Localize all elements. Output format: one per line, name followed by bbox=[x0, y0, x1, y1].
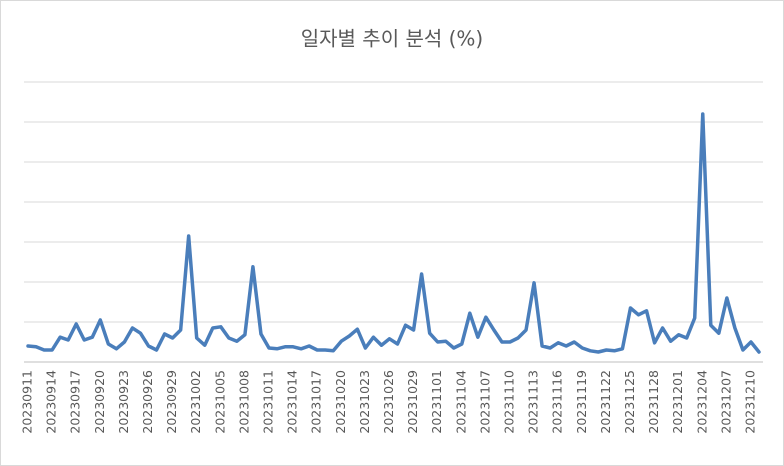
x-tick-label: 20231005 bbox=[212, 370, 227, 434]
chart-title: 일자별 추이 분석 (%) bbox=[301, 27, 483, 51]
x-tick-label: 20230923 bbox=[116, 370, 131, 434]
x-tick-label: 20231023 bbox=[357, 370, 372, 434]
x-tick-label: 20231113 bbox=[526, 370, 541, 434]
x-tick-label: 20231104 bbox=[453, 370, 468, 434]
x-tick-label: 20231101 bbox=[429, 370, 444, 434]
x-tick-label: 20231008 bbox=[236, 370, 251, 434]
x-tick-label: 20231207 bbox=[718, 370, 733, 434]
x-tick-label: 20231116 bbox=[550, 370, 565, 434]
x-tick-label: 20231204 bbox=[694, 370, 709, 434]
x-tick-label: 20230917 bbox=[68, 370, 83, 434]
x-tick-label: 20231110 bbox=[501, 370, 516, 434]
x-tick-label: 20231002 bbox=[188, 370, 203, 434]
x-tick-label: 20230914 bbox=[44, 370, 59, 434]
x-tick-label: 20231107 bbox=[477, 370, 492, 434]
x-tick-label: 20230926 bbox=[140, 370, 155, 434]
x-tick-label: 20231125 bbox=[622, 370, 637, 434]
x-tick-label: 20230929 bbox=[164, 370, 179, 434]
x-tick-label: 20231017 bbox=[309, 370, 324, 434]
x-tick-label: 20231026 bbox=[381, 370, 396, 434]
x-tick-label: 20231029 bbox=[405, 370, 420, 434]
x-tick-label: 20231128 bbox=[646, 370, 661, 434]
x-tick-label: 20230911 bbox=[20, 370, 35, 434]
x-tick-label: 20231210 bbox=[742, 370, 757, 434]
x-tick-label: 20231201 bbox=[670, 370, 685, 434]
x-tick-label: 20231119 bbox=[574, 370, 589, 434]
x-tick-label: 20231011 bbox=[260, 370, 275, 434]
x-tick-label: 20231014 bbox=[285, 370, 300, 434]
data-line bbox=[26, 112, 761, 354]
x-tick-label: 20231020 bbox=[333, 370, 348, 434]
x-tick-label: 20231122 bbox=[598, 370, 613, 434]
x-tick-label: 20230920 bbox=[92, 370, 107, 434]
